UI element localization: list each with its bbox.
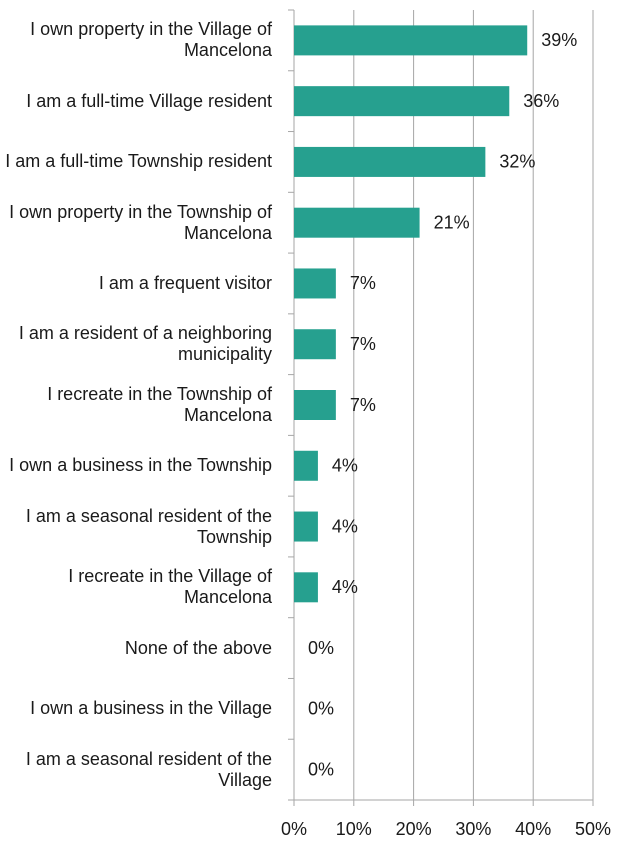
y-tick-label: I own a business in the Village (30, 698, 272, 719)
y-tick-label: I am a frequent visitor (98, 272, 272, 293)
x-tick-label: 30% (455, 819, 491, 839)
value-label: 4% (332, 577, 358, 597)
y-tick-label: I own property in the Township of Mancel… (9, 201, 272, 243)
value-label: 36% (523, 91, 559, 111)
bar (294, 329, 336, 360)
bar (294, 390, 336, 420)
value-label: 32% (499, 152, 535, 172)
bar (294, 146, 486, 177)
value-label: 7% (350, 273, 376, 293)
y-tick-label: I am a full-time Township resident (5, 151, 272, 172)
bar (294, 268, 336, 299)
y-tick-label: I recreate in the Village of Mancelona (68, 566, 272, 608)
x-tick-label: 10% (336, 819, 372, 839)
x-tick-label: 50% (575, 819, 611, 839)
y-tick-label: I recreate in the Township of Mancelona (47, 383, 272, 425)
bar (294, 86, 510, 117)
value-label: 7% (350, 395, 376, 415)
value-label: 4% (332, 516, 358, 536)
bar (294, 572, 318, 603)
value-label: 7% (350, 334, 376, 354)
bar (294, 511, 318, 542)
bar (294, 25, 528, 56)
y-tick-label: I am a seasonal resident of the Village (25, 748, 272, 790)
bar (294, 450, 318, 481)
value-label: 39% (541, 30, 577, 50)
x-tick-label: 0% (281, 819, 307, 839)
value-label: 0% (308, 759, 334, 779)
bar (294, 207, 420, 238)
value-label: 0% (308, 638, 334, 658)
y-tick-label: I own property in the Village of Mancelo… (30, 19, 272, 61)
y-tick-label: I am a seasonal resident of the Township (25, 505, 272, 547)
value-label: 21% (434, 212, 470, 232)
x-tick-label: 20% (396, 819, 432, 839)
y-tick-label: I own a business in the Township (9, 455, 272, 476)
y-tick-label: I am a full-time Village resident (26, 90, 272, 111)
y-tick-label: I am a resident of a neighboring municip… (18, 323, 272, 365)
y-tick-label: None of the above (124, 637, 272, 658)
value-label: 4% (332, 456, 358, 476)
x-tick-label: 40% (515, 819, 551, 839)
value-label: 0% (308, 699, 334, 719)
